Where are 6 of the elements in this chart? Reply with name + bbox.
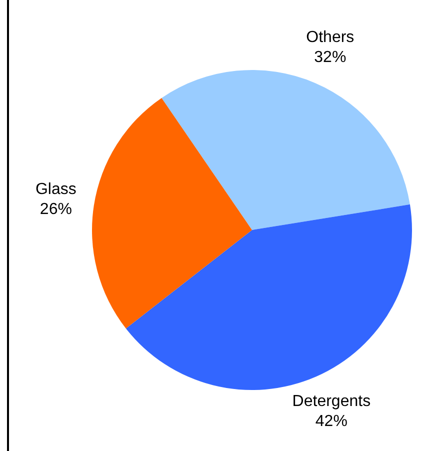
data-label: 26%	[40, 201, 72, 218]
data-label: 42%	[315, 413, 348, 430]
slice-label: Glass	[35, 181, 76, 198]
slice-label: Others	[306, 29, 354, 46]
data-label: 32%	[314, 49, 346, 66]
slice-label: Detergents	[292, 393, 371, 410]
